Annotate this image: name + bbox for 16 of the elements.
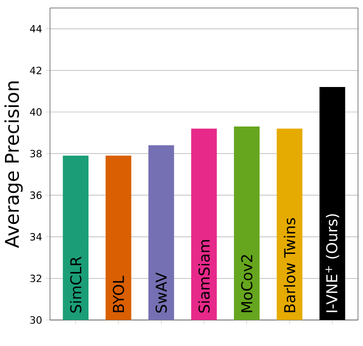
y-tick-label: 30 [30, 316, 42, 324]
x-tick-label: SimCLR [70, 256, 82, 313]
y-tick-label: 36 [30, 191, 42, 199]
x-tick-label: I-VNE$^{+}$ (Ours) [325, 214, 340, 312]
y-axis-title: Average Precision [4, 81, 23, 248]
x-tick-label: BYOL [112, 276, 124, 312]
y-tick-label: 40 [30, 108, 42, 116]
y-tick-label: 42 [30, 66, 42, 74]
y-tick-label: 32 [30, 274, 42, 282]
x-tick-label: SiamSiam [198, 240, 210, 313]
x-tick-label: MoCov2 [241, 255, 252, 312]
y-tick-label: 34 [30, 233, 42, 241]
y-tick-label: 38 [30, 150, 42, 158]
x-tick-label: SwAV [156, 272, 167, 313]
x-tick-label: Barlow Twins [284, 218, 296, 312]
y-tick-label: 44 [30, 25, 42, 32]
